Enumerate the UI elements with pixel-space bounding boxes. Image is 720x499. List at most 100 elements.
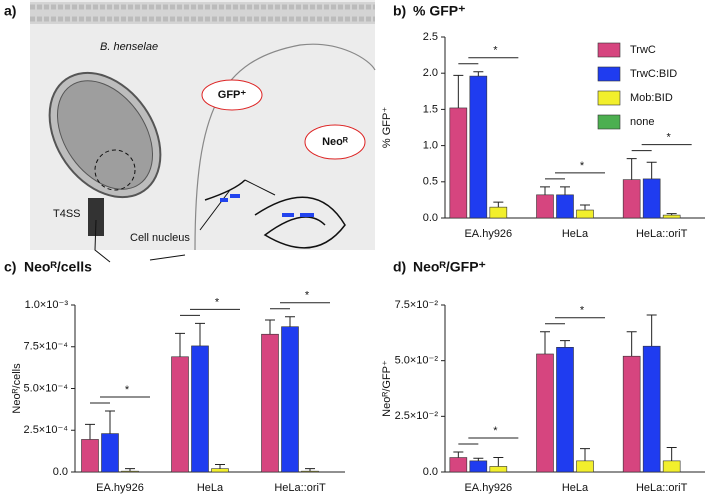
error-bar [646,314,657,347]
bar [536,353,554,473]
error-bar [305,468,315,472]
y-tick-label: 0.0 [423,212,438,224]
panel-label: b) [393,3,406,19]
y-tick-label: 2.5×10⁻⁴ [24,424,69,436]
significance-mark: * [493,425,498,437]
significance-mark: * [215,296,220,308]
y-tick-label: 1.5 [423,103,438,115]
x-tick-label: EA.hy926 [96,482,144,494]
t4ss-label: T4SS [53,208,81,220]
bar [281,326,299,473]
bar [211,468,229,473]
chart-title: Neoᴿ/cells [24,259,92,275]
significance-mark: * [493,45,498,57]
significance-mark: * [580,160,585,172]
error-bar [626,158,637,180]
significance-mark: * [667,132,672,144]
error-bar [560,340,570,348]
t4ss [88,198,104,236]
bar [449,107,468,219]
bar [261,333,279,473]
error-bar [85,423,95,440]
error-bar [493,201,504,208]
bar [469,460,488,473]
significance-bracket [631,144,692,152]
legend-swatch [597,66,621,82]
significance-bracket [545,317,605,325]
error-bar [540,331,550,354]
error-bar [215,463,225,469]
legend-label: none [630,116,654,128]
bar [576,460,594,473]
bar [191,345,209,473]
error-bar [473,71,484,77]
bar [622,355,641,473]
error-bar [666,447,677,461]
x-tick-label: HeLa::oriT [636,228,688,240]
error-bar [195,322,205,346]
error-bar [646,161,657,179]
panel-a: a) B. henselae T4SS GFP⁺ Neoᴿ Cell nucle… [4,0,376,263]
chart-title: % GFP⁺ [413,3,466,19]
gfp-label: GFP⁺ [218,89,247,101]
x-tick-label: HeLa [197,482,224,494]
membrane-lipids [30,4,375,22]
bar [642,178,661,219]
panel-label: a) [4,3,16,19]
chart-title: Neoᴿ/GFP⁺ [413,259,486,275]
significance-bracket [90,396,150,404]
y-tick-label: 2.5×10⁻² [395,410,439,422]
bubble [201,79,263,111]
error-bar [265,319,275,335]
legend-swatch [597,90,621,106]
y-tick-label: 7.5×10⁻² [395,299,439,311]
bar [662,460,681,473]
significance-mark: * [580,305,585,317]
x-tick-label: EA.hy926 [464,482,512,494]
bar [576,209,594,219]
y-tick-label: 2.5 [423,31,438,43]
legend-swatch [597,42,621,58]
error-bar [453,451,464,458]
bar [489,466,508,473]
nucleus-envelope [194,43,376,251]
organism-label: B. henselae [100,41,158,53]
significance-bracket [458,437,519,445]
bar [622,179,641,219]
significance-bracket [180,308,240,316]
arrows [94,179,276,263]
bar [536,194,554,219]
error-bar [285,316,295,327]
y-tick-label: 1.0×10⁻³ [25,299,69,311]
y-axis-label: Neoᴿ/cells [11,363,23,414]
error-bar [473,457,484,461]
genes [220,194,314,217]
bar [556,194,574,219]
legend-label: TrwC [630,44,656,56]
error-bar [453,74,464,108]
error-bar [105,410,115,434]
bar [469,75,488,219]
error-bar [493,457,504,467]
bar [101,433,119,473]
y-axis-label: % GFP⁺ [381,107,393,148]
error-bar [580,204,590,211]
x-tick-label: EA.hy926 [464,228,512,240]
bar [121,470,139,473]
panel-label: d) [393,259,406,275]
significance-bracket [270,302,330,310]
error-bar [540,186,550,195]
bar [642,345,661,473]
bacterium-inner [56,80,154,190]
significance-mark: * [305,290,310,302]
bar [489,206,508,219]
x-tick-label: HeLa::oriT [274,482,326,494]
bar [301,470,319,473]
legend-swatch [597,114,621,130]
bar [449,457,468,473]
y-tick-label: 0.5 [423,176,438,188]
x-tick-label: HeLa [562,482,589,494]
x-tick-label: HeLa [562,228,589,240]
